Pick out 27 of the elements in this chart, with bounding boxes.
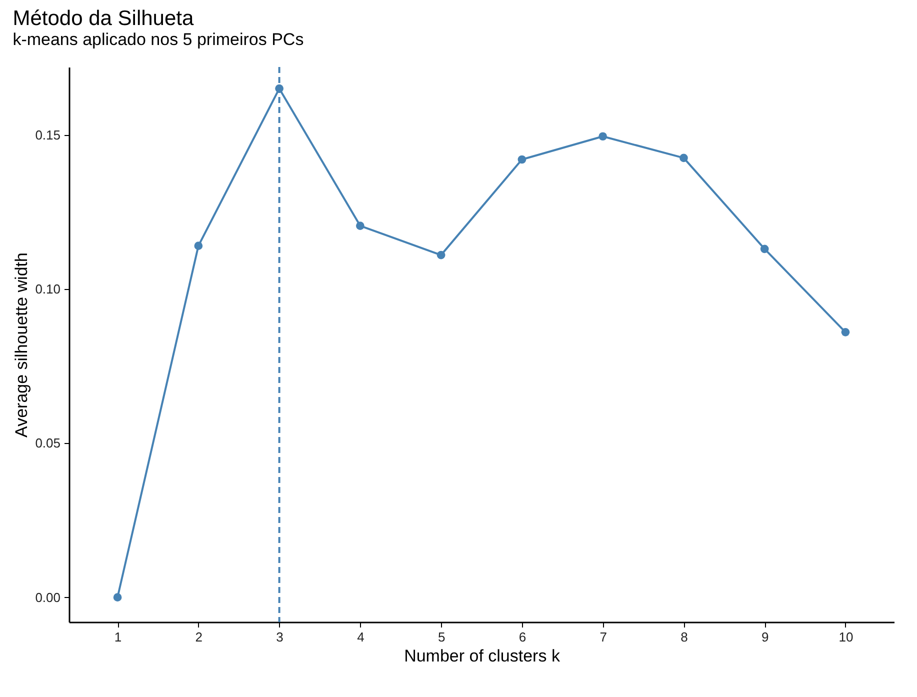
x-tick-label: 3 (276, 630, 284, 644)
point (113, 593, 122, 602)
x-tick-label: 2 (195, 630, 203, 644)
x-tick-label: 10 (838, 630, 854, 644)
x-tick-label: 4 (357, 630, 364, 644)
point (436, 250, 446, 260)
y-tick-label: 0.05 (35, 436, 60, 451)
point (194, 242, 203, 250)
point (841, 328, 850, 336)
chart-subtitle: k-means aplicado nos 5 primeiros PCs (12, 30, 304, 49)
x-tick-label: 1 (114, 630, 122, 644)
x-tick-label: 8 (680, 630, 688, 644)
x-tick-label: 5 (438, 630, 446, 644)
point (518, 155, 526, 164)
point (598, 132, 608, 141)
x-tick-label: 7 (600, 630, 607, 644)
y-tick-label: 0.00 (35, 590, 60, 605)
point (680, 154, 688, 162)
y-tick-label: 0.15 (35, 127, 60, 142)
y-tick-label: 0.10 (35, 282, 60, 296)
x-tick-label: 6 (518, 630, 526, 644)
x-tick-label: 9 (761, 630, 769, 644)
chart-title: Método da Silhueta (12, 7, 194, 30)
point (356, 222, 364, 230)
point (760, 244, 769, 254)
y-axis-title: Average silhouette width (12, 252, 32, 438)
x-axis-title: Number of clusters k (404, 646, 560, 666)
